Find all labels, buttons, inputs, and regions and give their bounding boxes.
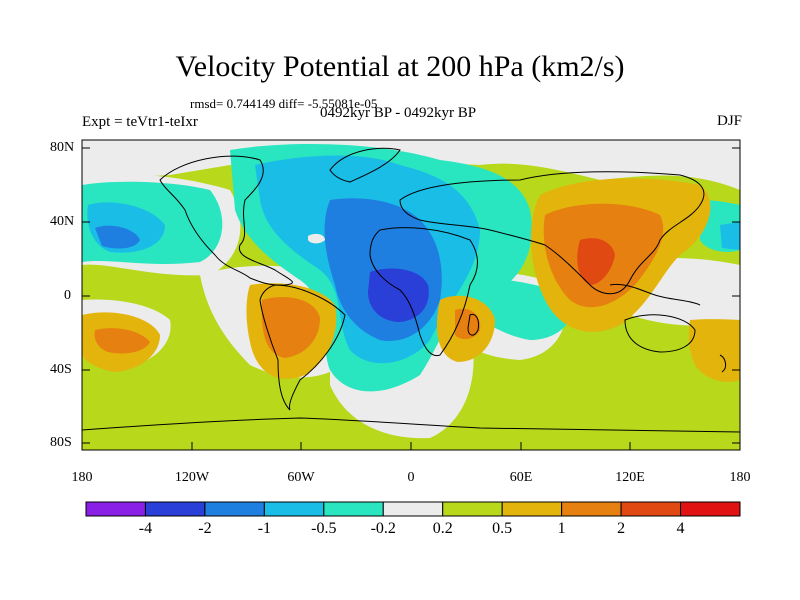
north-america-outline [159,155,293,286]
colorbar-swatch [263,501,325,517]
positive-area-dateline-south [688,319,740,382]
map-title: Velocity Potential at 200 hPa (km2/s) [175,50,625,83]
season-label: DJF [716,113,742,129]
colorbar-label: -0.5 [311,520,337,537]
colorbar-swatch [442,501,503,517]
y-tick-label-80n: 80N [50,140,75,155]
y-tick-label-40n: 40N [50,214,75,229]
colorbar-label: 4 [676,520,685,537]
negative-area-congo-core [368,268,429,322]
africa-outline [369,227,478,357]
x-tick-label-120w: 120W [174,470,210,485]
colorbar-swatch [323,501,384,517]
colorbar-swatch [85,501,146,517]
period-label: 0492kyr BP - 0492kyr BP [320,105,477,121]
eurasia-outline [399,171,705,295]
x-tick-label-120e: 120E [615,470,645,485]
y-tick-label-80s: 80S [50,435,72,450]
x-tick-marks [81,442,741,450]
x-tick-label-180w: 180 [71,470,93,485]
x-tick-label-180e: 180 [729,470,751,485]
colorbar-label: -4 [138,520,153,537]
contour-field [82,140,740,450]
new-zealand-outline [719,354,727,373]
positive-area-brazil [261,297,320,358]
x-tick-label-60e: 60E [509,470,533,485]
stats-text: rmsd= 0.744149 diff= -5.55081e-05 [190,96,378,111]
positive-area-south-pacific-core [94,328,150,354]
colorbar-swatch [620,501,682,517]
greenland-outline [329,147,401,183]
colorbar-swatch [382,501,444,517]
colorbar-swatch [561,501,622,517]
x-tick-label-60w: 60W [287,470,315,485]
colorbar-label: 2 [617,520,626,537]
australia-outline [624,314,696,353]
colorbar-swatch [144,501,206,517]
y-tick-label-equator: 0 [64,288,71,303]
antarctica-outline [82,417,740,433]
colorbar-label: -0.2 [370,520,396,537]
madagascar-outline [467,313,479,336]
maritime-continent-outline [609,283,701,306]
y-tick-label-40s: 40S [50,362,72,377]
x-tick-label-0: 0 [407,470,415,485]
colorbar-label: 0.5 [492,520,513,537]
colorbar-label: 0.2 [432,520,453,537]
coastlines [82,147,740,433]
south-america-outline [259,284,346,411]
colorbar-swatch [501,501,563,517]
colorbar-swatch [204,501,265,517]
colorbar-label: 1 [557,520,566,537]
negative-area-dateline-core [720,222,740,250]
positive-area-southeast-asia-core [577,238,615,285]
experiment-label: Expt = teVtr1-teIxr [82,114,198,130]
colorbar-label: -1 [257,520,272,537]
y-tick-marks [82,147,740,444]
neutral-spot-atlantic [308,233,325,244]
colorbar-label: -2 [198,520,212,537]
negative-area-pacific-inner [95,225,140,249]
colorbar [85,501,741,517]
colorbar-swatch [680,501,741,517]
